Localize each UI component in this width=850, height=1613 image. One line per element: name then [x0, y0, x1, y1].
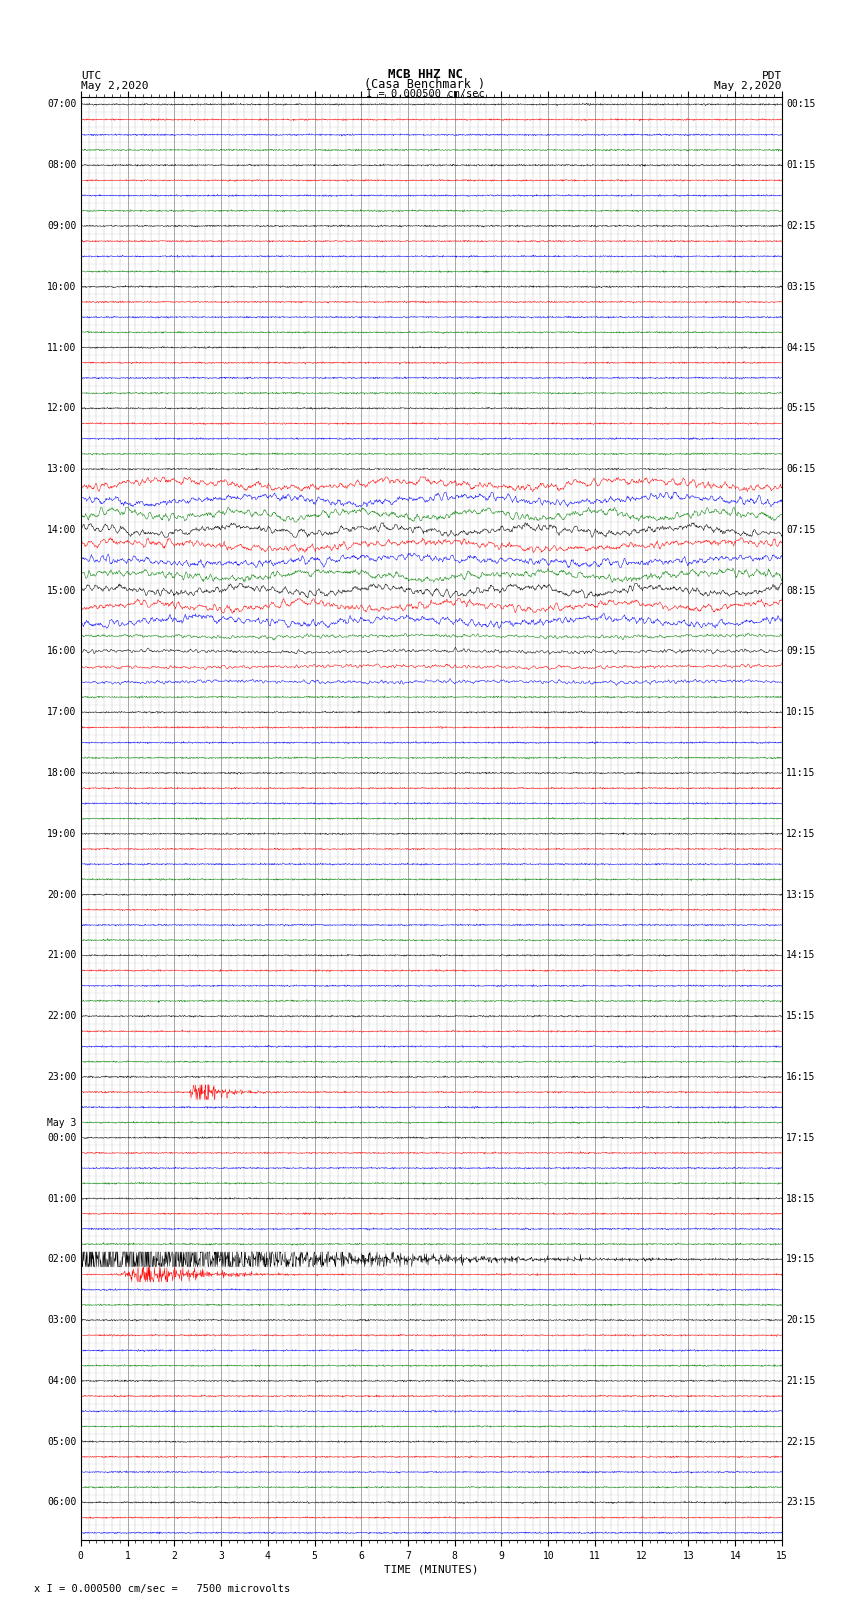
Text: 16:00: 16:00	[47, 647, 76, 656]
Text: 18:00: 18:00	[47, 768, 76, 777]
Text: 23:15: 23:15	[786, 1497, 816, 1508]
Text: May 3: May 3	[47, 1118, 76, 1127]
Text: 13:00: 13:00	[47, 465, 76, 474]
Text: 03:00: 03:00	[47, 1315, 76, 1324]
Text: UTC: UTC	[81, 71, 101, 82]
Text: 20:15: 20:15	[786, 1315, 816, 1324]
Text: 10:15: 10:15	[786, 706, 816, 718]
Text: 12:00: 12:00	[47, 403, 76, 413]
Text: 03:15: 03:15	[786, 282, 816, 292]
Text: 20:00: 20:00	[47, 890, 76, 900]
Text: PDT: PDT	[762, 71, 782, 82]
Text: 16:15: 16:15	[786, 1073, 816, 1082]
Text: 12:15: 12:15	[786, 829, 816, 839]
Text: 09:00: 09:00	[47, 221, 76, 231]
Text: 00:00: 00:00	[47, 1132, 76, 1142]
Text: 07:15: 07:15	[786, 524, 816, 536]
Text: 00:15: 00:15	[786, 100, 816, 110]
Text: 14:15: 14:15	[786, 950, 816, 960]
Text: 17:15: 17:15	[786, 1132, 816, 1142]
Text: 01:00: 01:00	[47, 1194, 76, 1203]
Text: 05:00: 05:00	[47, 1437, 76, 1447]
Text: 10:00: 10:00	[47, 282, 76, 292]
Text: 07:00: 07:00	[47, 100, 76, 110]
X-axis label: TIME (MINUTES): TIME (MINUTES)	[384, 1565, 479, 1574]
Text: 05:15: 05:15	[786, 403, 816, 413]
Text: 13:15: 13:15	[786, 890, 816, 900]
Text: 08:15: 08:15	[786, 586, 816, 595]
Text: 19:00: 19:00	[47, 829, 76, 839]
Text: 09:15: 09:15	[786, 647, 816, 656]
Text: 02:00: 02:00	[47, 1255, 76, 1265]
Text: 15:00: 15:00	[47, 586, 76, 595]
Text: 11:15: 11:15	[786, 768, 816, 777]
Text: 06:15: 06:15	[786, 465, 816, 474]
Text: 21:00: 21:00	[47, 950, 76, 960]
Text: 01:15: 01:15	[786, 160, 816, 169]
Text: 04:00: 04:00	[47, 1376, 76, 1386]
Text: May 2,2020: May 2,2020	[81, 81, 148, 90]
Text: 04:15: 04:15	[786, 342, 816, 353]
Text: x I = 0.000500 cm/sec =   7500 microvolts: x I = 0.000500 cm/sec = 7500 microvolts	[34, 1584, 290, 1594]
Text: 22:00: 22:00	[47, 1011, 76, 1021]
Text: 17:00: 17:00	[47, 706, 76, 718]
Text: 11:00: 11:00	[47, 342, 76, 353]
Text: 08:00: 08:00	[47, 160, 76, 169]
Text: 18:15: 18:15	[786, 1194, 816, 1203]
Text: 15:15: 15:15	[786, 1011, 816, 1021]
Text: (Casa Benchmark ): (Casa Benchmark )	[365, 77, 485, 90]
Text: 23:00: 23:00	[47, 1073, 76, 1082]
Text: May 2,2020: May 2,2020	[715, 81, 782, 90]
Text: 22:15: 22:15	[786, 1437, 816, 1447]
Text: 06:00: 06:00	[47, 1497, 76, 1508]
Text: 14:00: 14:00	[47, 524, 76, 536]
Text: I = 0.000500 cm/sec: I = 0.000500 cm/sec	[366, 89, 484, 100]
Text: 21:15: 21:15	[786, 1376, 816, 1386]
Text: MCB HHZ NC: MCB HHZ NC	[388, 68, 462, 82]
Text: 02:15: 02:15	[786, 221, 816, 231]
Text: 19:15: 19:15	[786, 1255, 816, 1265]
